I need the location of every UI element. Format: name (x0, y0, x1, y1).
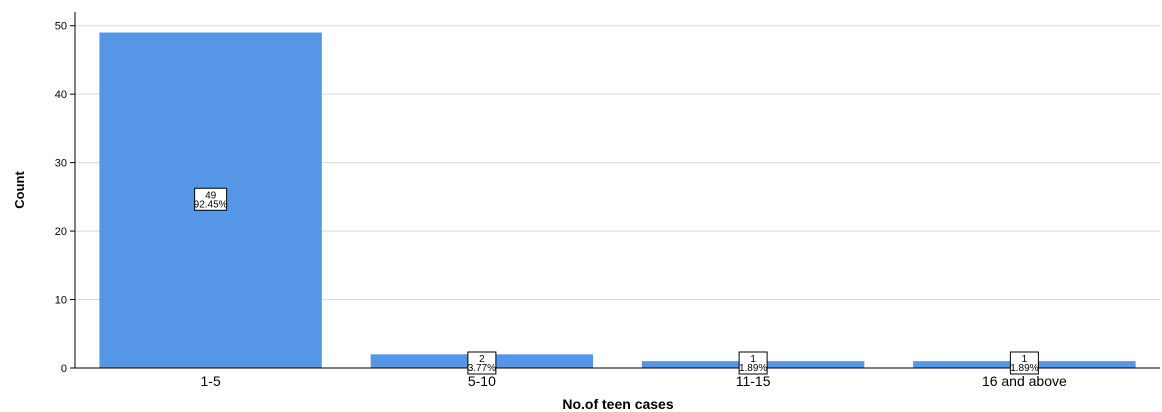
data-label-2: 23.77% (467, 351, 497, 375)
y-tick-label: 10 (55, 295, 67, 307)
data-label-box (738, 351, 768, 375)
data-label-count: 1 (1022, 354, 1028, 365)
data-label-count: 2 (479, 354, 485, 365)
data-label-3: 11.89% (738, 351, 768, 375)
x-axis-title: No.of teen cases (562, 396, 673, 412)
data-label-percent: 1.89% (1010, 363, 1038, 374)
x-tick-label: 1-5 (201, 373, 221, 389)
data-label-box (194, 187, 228, 211)
y-tick-label: 50 (55, 21, 67, 33)
y-tick-label: 20 (55, 226, 67, 238)
data-label-count: 49 (205, 190, 217, 201)
x-tick-label: 16 and above (982, 373, 1067, 389)
bars (99, 32, 1136, 369)
data-label-box (1009, 351, 1039, 375)
y-tick-label: 40 (55, 89, 67, 101)
data-label-percent: 92.45% (194, 199, 228, 210)
data-label-percent: 3.77% (468, 363, 496, 374)
x-tick-labels: 1-5 5-10 11-15 16 and above (201, 373, 1068, 389)
y-tick-label: 0 (61, 363, 67, 375)
data-label-4: 11.89% (1009, 351, 1039, 375)
data-label-count: 1 (750, 354, 756, 365)
data-label-box (467, 351, 497, 375)
x-tick-label: 11-15 (736, 373, 771, 389)
data-label-percent: 1.89% (739, 363, 767, 374)
y-tick-label: 30 (55, 158, 67, 170)
y-axis-title: Count (12, 171, 27, 209)
x-tick-label: 5-10 (468, 373, 496, 389)
y-tick-labels: 0 10 20 30 40 50 (55, 21, 75, 375)
